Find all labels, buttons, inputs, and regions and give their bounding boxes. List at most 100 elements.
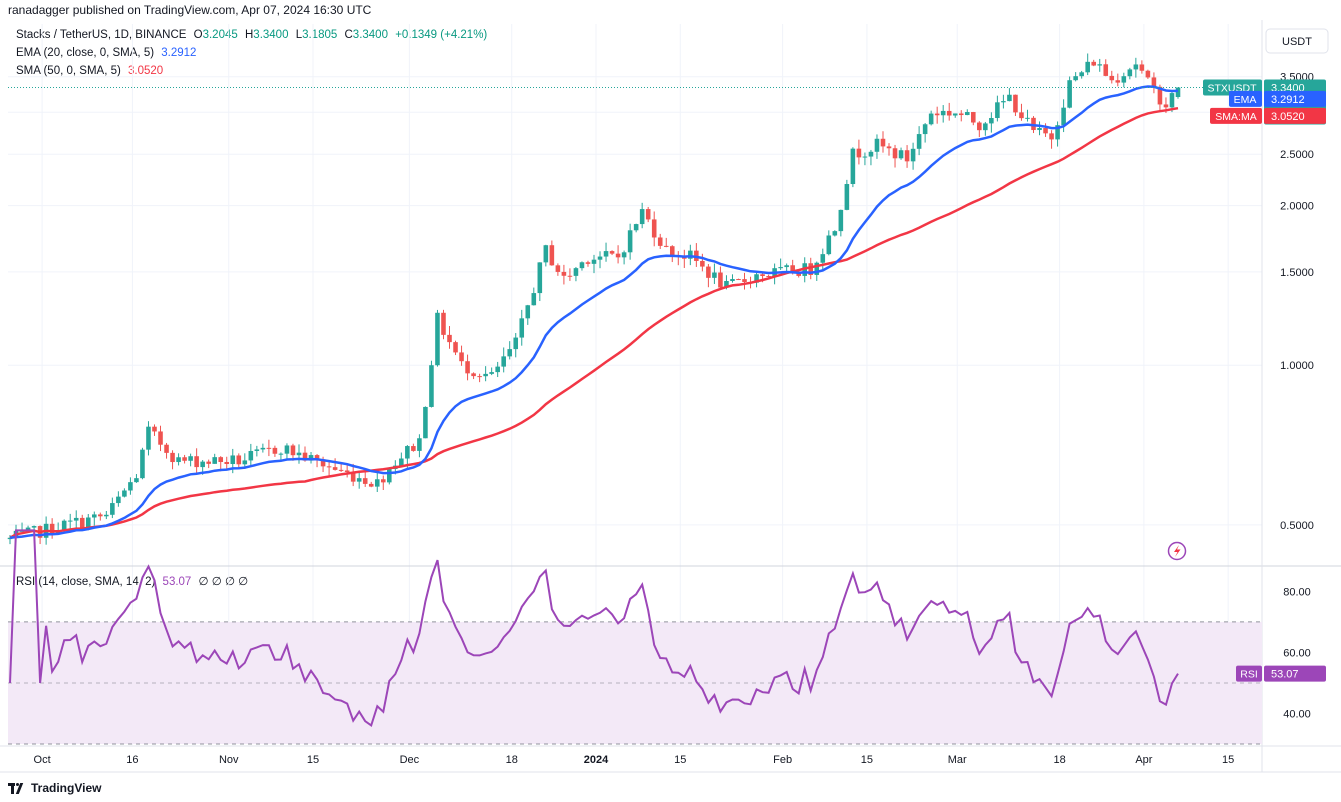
candle[interactable]: [471, 372, 476, 380]
candle[interactable]: [868, 149, 874, 166]
candle[interactable]: [856, 139, 862, 165]
candle[interactable]: [399, 452, 404, 467]
candle[interactable]: [164, 442, 169, 459]
candle[interactable]: [621, 250, 627, 265]
candle[interactable]: [260, 443, 266, 453]
candle[interactable]: [423, 406, 428, 439]
candle[interactable]: [1085, 53, 1090, 76]
candle[interactable]: [736, 278, 741, 281]
sma-line[interactable]: [9, 106, 1179, 539]
candle[interactable]: [453, 340, 458, 356]
rsi-line[interactable]: [9, 529, 1179, 727]
candle[interactable]: [573, 266, 579, 282]
candle[interactable]: [700, 253, 705, 272]
candle[interactable]: [465, 354, 470, 381]
candle[interactable]: [1127, 67, 1133, 80]
candle[interactable]: [886, 143, 892, 156]
footer-brand[interactable]: TradingView: [8, 781, 101, 795]
candle[interactable]: [1133, 57, 1139, 78]
candle[interactable]: [694, 243, 699, 267]
candle[interactable]: [1073, 72, 1078, 82]
candle[interactable]: [615, 245, 621, 264]
candle[interactable]: [272, 445, 278, 457]
candle[interactable]: [1013, 94, 1018, 116]
candle[interactable]: [597, 251, 603, 269]
candle[interactable]: [838, 209, 844, 237]
candle[interactable]: [1025, 109, 1030, 122]
candle[interactable]: [98, 512, 103, 521]
candle[interactable]: [332, 458, 338, 471]
candle[interactable]: [67, 513, 73, 529]
candle[interactable]: [682, 249, 687, 268]
candle[interactable]: [290, 443, 296, 461]
candle[interactable]: [152, 424, 157, 436]
candle[interactable]: [1091, 59, 1096, 67]
lightning-icon[interactable]: [1167, 541, 1187, 561]
candle[interactable]: [308, 452, 314, 464]
candle[interactable]: [645, 206, 651, 223]
candle[interactable]: [380, 475, 386, 491]
candle[interactable]: [543, 244, 549, 267]
candle[interactable]: [940, 105, 946, 123]
candle[interactable]: [525, 304, 531, 325]
candle[interactable]: [1049, 130, 1054, 149]
candle[interactable]: [495, 361, 500, 378]
candle[interactable]: [61, 519, 67, 531]
candle[interactable]: [122, 488, 127, 498]
candle[interactable]: [651, 211, 657, 247]
candle[interactable]: [663, 237, 669, 248]
candle[interactable]: [326, 461, 332, 476]
candle[interactable]: [134, 474, 139, 483]
candle[interactable]: [1055, 121, 1060, 147]
candle[interactable]: [248, 443, 254, 466]
candle[interactable]: [916, 126, 922, 156]
candle[interactable]: [609, 250, 615, 256]
candle[interactable]: [356, 470, 362, 489]
candle[interactable]: [1019, 103, 1024, 121]
candle[interactable]: [718, 266, 723, 291]
candle[interactable]: [417, 434, 422, 458]
candle[interactable]: [374, 472, 380, 493]
candle[interactable]: [922, 123, 928, 143]
candle[interactable]: [688, 244, 693, 266]
candle[interactable]: [904, 145, 910, 168]
candle[interactable]: [1001, 94, 1006, 109]
candle[interactable]: [489, 367, 494, 376]
candle[interactable]: [1079, 70, 1084, 79]
candle[interactable]: [964, 109, 970, 116]
candle[interactable]: [934, 106, 940, 124]
candle[interactable]: [669, 245, 675, 263]
candle[interactable]: [639, 202, 645, 229]
candle[interactable]: [254, 445, 260, 457]
candle[interactable]: [971, 111, 976, 126]
candle[interactable]: [338, 463, 344, 472]
candle[interactable]: [1121, 72, 1127, 88]
candle[interactable]: [730, 274, 735, 283]
candle[interactable]: [952, 113, 958, 118]
candle[interactable]: [176, 453, 181, 466]
candle[interactable]: [555, 263, 561, 276]
candle[interactable]: [435, 309, 440, 367]
candle[interactable]: [880, 131, 886, 153]
candle[interactable]: [447, 326, 452, 349]
candle[interactable]: [140, 447, 145, 480]
candle[interactable]: [603, 242, 609, 262]
candle[interactable]: [459, 345, 464, 366]
candle[interactable]: [519, 309, 525, 346]
candle[interactable]: [1109, 70, 1115, 84]
candle[interactable]: [1115, 73, 1121, 87]
candle[interactable]: [266, 439, 272, 457]
sma-tag[interactable]: SMA:MA 3.0520: [1210, 107, 1326, 124]
candle[interactable]: [531, 287, 537, 306]
candle[interactable]: [537, 262, 543, 302]
candle[interactable]: [946, 102, 952, 121]
candle[interactable]: [212, 453, 217, 464]
candle[interactable]: [429, 360, 434, 408]
candle[interactable]: [627, 223, 633, 260]
candle[interactable]: [362, 470, 368, 487]
candle[interactable]: [977, 121, 982, 138]
candle[interactable]: [350, 463, 356, 487]
candle[interactable]: [73, 510, 79, 528]
rsi-tag[interactable]: RSI 53.07: [1236, 665, 1326, 682]
